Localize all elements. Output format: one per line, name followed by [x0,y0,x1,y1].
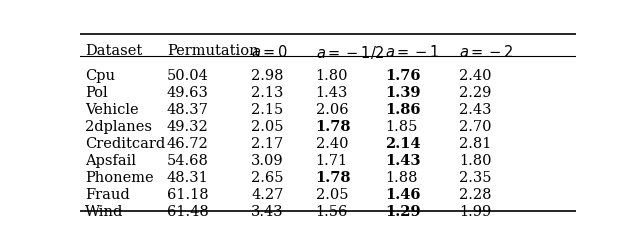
Text: 2.28: 2.28 [460,188,492,202]
Text: $a = 0$: $a = 0$ [251,44,289,60]
Text: 2.05: 2.05 [251,120,284,134]
Text: $a = -1$: $a = -1$ [385,44,440,60]
Text: Creditcard: Creditcard [85,137,165,151]
Text: 2.40: 2.40 [460,69,492,83]
Text: 1.80: 1.80 [316,69,348,83]
Text: Vehicle: Vehicle [85,103,139,117]
Text: 2.29: 2.29 [460,86,492,100]
Text: 61.18: 61.18 [167,188,209,202]
Text: 1.71: 1.71 [316,154,348,168]
Text: 49.32: 49.32 [167,120,209,134]
Text: 1.56: 1.56 [316,205,348,219]
Text: 2.14: 2.14 [385,137,420,151]
Text: Dataset: Dataset [85,44,142,58]
Text: 54.68: 54.68 [167,154,209,168]
Text: $a = -2$: $a = -2$ [460,44,514,60]
Text: 2.81: 2.81 [460,137,492,151]
Text: 1.86: 1.86 [385,103,420,117]
Text: 1.76: 1.76 [385,69,420,83]
Text: 2.70: 2.70 [460,120,492,134]
Text: 2.13: 2.13 [251,86,284,100]
Text: 2dplanes: 2dplanes [85,120,152,134]
Text: Phoneme: Phoneme [85,171,154,185]
Text: 46.72: 46.72 [167,137,209,151]
Text: 1.29: 1.29 [385,205,420,219]
Text: 2.98: 2.98 [251,69,284,83]
Text: 3.43: 3.43 [251,205,284,219]
Text: 1.80: 1.80 [460,154,492,168]
Text: 1.85: 1.85 [385,120,417,134]
Text: Pol: Pol [85,86,108,100]
Text: 2.17: 2.17 [251,137,284,151]
Text: 48.31: 48.31 [167,171,209,185]
Text: 1.43: 1.43 [316,86,348,100]
Text: 2.05: 2.05 [316,188,348,202]
Text: 61.48: 61.48 [167,205,209,219]
Text: Apsfail: Apsfail [85,154,136,168]
Text: 1.78: 1.78 [316,120,351,134]
Text: 49.63: 49.63 [167,86,209,100]
Text: 1.78: 1.78 [316,171,351,185]
Text: 1.99: 1.99 [460,205,492,219]
Text: 1.46: 1.46 [385,188,420,202]
Text: 2.40: 2.40 [316,137,348,151]
Text: 2.35: 2.35 [460,171,492,185]
Text: Wind: Wind [85,205,124,219]
Text: $a = -1/2$: $a = -1/2$ [316,44,384,61]
Text: 1.39: 1.39 [385,86,420,100]
Text: 2.43: 2.43 [460,103,492,117]
Text: Fraud: Fraud [85,188,130,202]
Text: 2.15: 2.15 [251,103,284,117]
Text: 3.09: 3.09 [251,154,284,168]
Text: 4.27: 4.27 [251,188,284,202]
Text: 2.65: 2.65 [251,171,284,185]
Text: 50.04: 50.04 [167,69,209,83]
Text: 2.06: 2.06 [316,103,348,117]
Text: Cpu: Cpu [85,69,115,83]
Text: 1.43: 1.43 [385,154,420,168]
Text: 48.37: 48.37 [167,103,209,117]
Text: Permutation: Permutation [167,44,259,58]
Text: 1.88: 1.88 [385,171,417,185]
